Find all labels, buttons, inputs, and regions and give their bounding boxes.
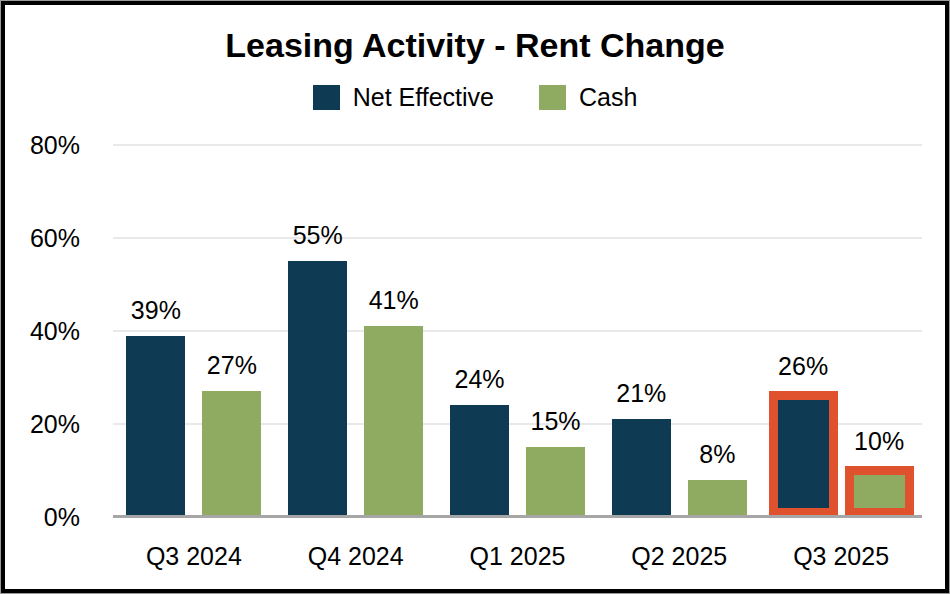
chart-title: Leasing Activity - Rent Change: [5, 26, 945, 65]
x-tick-label-q3-2024: Q3 2024: [109, 542, 279, 571]
bar-net-effective-q2-2025: [612, 419, 671, 517]
legend-item-cash: Cash: [539, 83, 637, 112]
bar-value-net-effective-q1-2025: 24%: [454, 365, 504, 394]
bar-cash-q3-2025: [845, 466, 914, 518]
y-tick-label: 40%: [5, 316, 80, 346]
legend-label: Cash: [579, 83, 637, 112]
bar-value-cash-q3-2025: 10%: [854, 427, 904, 456]
y-tick-label: 60%: [5, 223, 80, 253]
bar-value-cash-q3-2024: 27%: [207, 351, 257, 380]
legend-swatch-net-effective: [313, 85, 340, 110]
bar-cash-q3-2024: [202, 391, 261, 517]
bar-net-effective-q3-2024: [126, 336, 185, 517]
gridline-60: [113, 237, 922, 239]
y-tick-label: 20%: [5, 409, 80, 439]
bar-net-effective-q1-2025: [450, 405, 509, 517]
x-tick-label-q3-2025: Q3 2025: [756, 542, 926, 571]
bar-cash-q2-2025: [688, 480, 747, 517]
y-tick-label: 0%: [5, 502, 80, 532]
x-tick-label-q2-2025: Q2 2025: [594, 542, 764, 571]
bar-net-effective-q4-2024: [288, 261, 347, 517]
chart-canvas: Leasing Activity - Rent Change Net Effec…: [1, 1, 949, 593]
bar-cash-q1-2025: [526, 447, 585, 517]
bar-value-cash-q4-2024: 41%: [369, 286, 419, 315]
legend: Net Effective Cash: [5, 81, 945, 113]
bar-net-effective-q3-2025: [769, 391, 838, 517]
chart-frame: Leasing Activity - Rent Change Net Effec…: [0, 0, 950, 594]
bar-value-net-effective-q3-2024: 39%: [131, 296, 181, 325]
legend-swatch-cash: [539, 85, 566, 110]
bar-value-net-effective-q3-2025: 26%: [778, 352, 828, 381]
x-tick-label-q4-2024: Q4 2024: [271, 542, 441, 571]
gridline-80: [113, 144, 922, 146]
x-tick-label-q1-2025: Q1 2025: [433, 542, 603, 571]
bar-value-cash-q2-2025: 8%: [699, 440, 735, 469]
legend-item-net-effective: Net Effective: [313, 83, 494, 112]
bar-cash-q4-2024: [364, 326, 423, 517]
gridline-40: [113, 330, 922, 332]
bar-value-net-effective-q4-2024: 55%: [293, 221, 343, 250]
bar-value-net-effective-q2-2025: 21%: [616, 379, 666, 408]
bar-value-cash-q1-2025: 15%: [530, 407, 580, 436]
plot-area: 39% 27% 55% 41% 24% 15% 21% 8% 26% 10%: [113, 145, 922, 517]
y-tick-label: 80%: [5, 130, 80, 160]
x-axis-line: [113, 515, 922, 518]
legend-label: Net Effective: [353, 83, 494, 112]
